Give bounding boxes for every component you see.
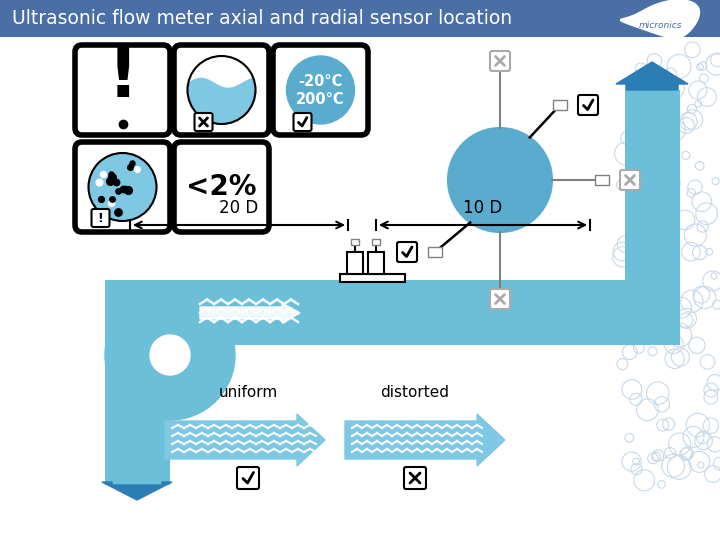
Text: 20 D: 20 D [220,199,258,217]
FancyBboxPatch shape [194,113,212,131]
Text: 10 D: 10 D [464,199,503,217]
FancyBboxPatch shape [237,467,259,489]
FancyBboxPatch shape [578,95,598,115]
Text: -20°C: -20°C [298,75,343,90]
Text: !: ! [107,45,138,111]
FancyBboxPatch shape [428,247,442,257]
Text: distorted: distorted [380,385,449,400]
FancyArrow shape [102,482,172,500]
FancyArrow shape [165,414,325,466]
FancyArrow shape [200,303,300,323]
FancyBboxPatch shape [490,51,510,71]
FancyArrow shape [345,414,505,466]
Text: !: ! [98,212,104,225]
FancyBboxPatch shape [91,209,109,227]
Bar [368,252,384,274]
FancyBboxPatch shape [404,467,426,489]
Bar [372,239,380,245]
Bar [105,345,170,420]
Circle shape [448,128,552,232]
FancyBboxPatch shape [174,45,269,135]
FancyBboxPatch shape [490,289,510,309]
Circle shape [105,290,235,420]
Bar [625,90,680,345]
Circle shape [287,56,354,124]
Text: micronics: micronics [638,21,682,30]
Polygon shape [187,54,256,87]
Circle shape [150,335,190,375]
FancyBboxPatch shape [294,113,312,131]
Text: uniform: uniform [218,385,278,400]
Bar [105,405,170,485]
FancyBboxPatch shape [174,142,269,232]
Bar [347,252,363,274]
FancyArrow shape [616,62,688,90]
Bar [105,280,625,345]
FancyBboxPatch shape [620,170,640,190]
FancyBboxPatch shape [595,175,609,185]
Text: Ultrasonic flow meter axial and radial sensor location: Ultrasonic flow meter axial and radial s… [12,10,512,29]
FancyBboxPatch shape [75,142,170,232]
Text: 200°C: 200°C [296,91,345,106]
Circle shape [89,153,156,221]
Bar [351,239,359,245]
Bar [0,0,720,37]
FancyBboxPatch shape [397,242,417,262]
FancyBboxPatch shape [273,45,368,135]
FancyBboxPatch shape [75,45,170,135]
Text: <2%: <2% [186,173,257,201]
Circle shape [187,56,256,124]
Polygon shape [621,0,699,38]
Bar [340,274,405,282]
FancyBboxPatch shape [553,100,567,110]
